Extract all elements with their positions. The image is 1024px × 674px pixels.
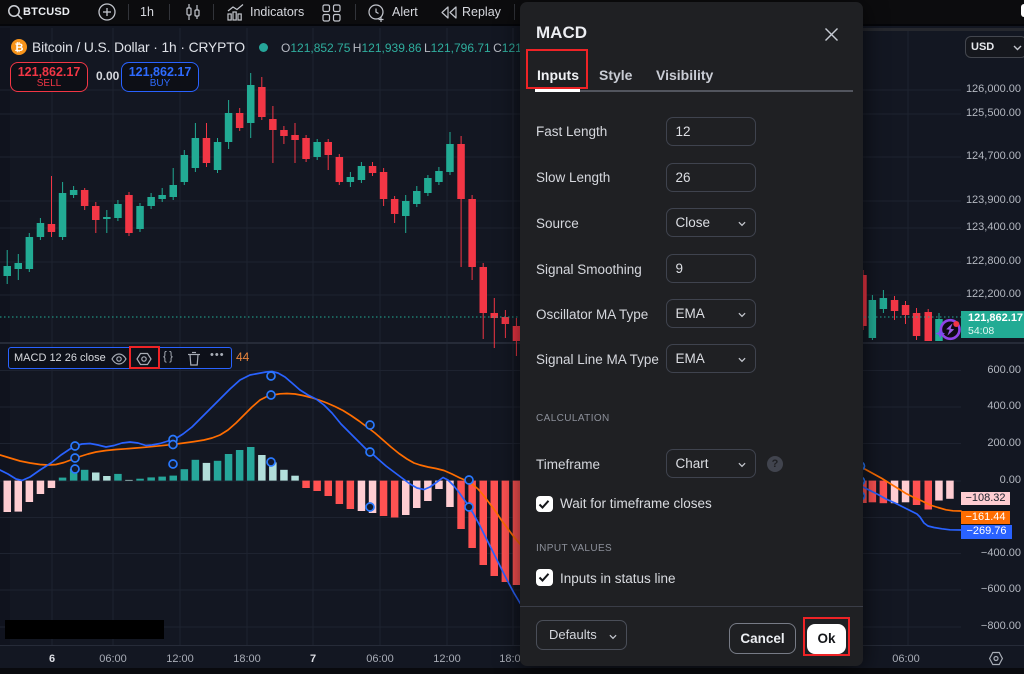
svg-text:₿: ₿ — [15, 42, 24, 54]
